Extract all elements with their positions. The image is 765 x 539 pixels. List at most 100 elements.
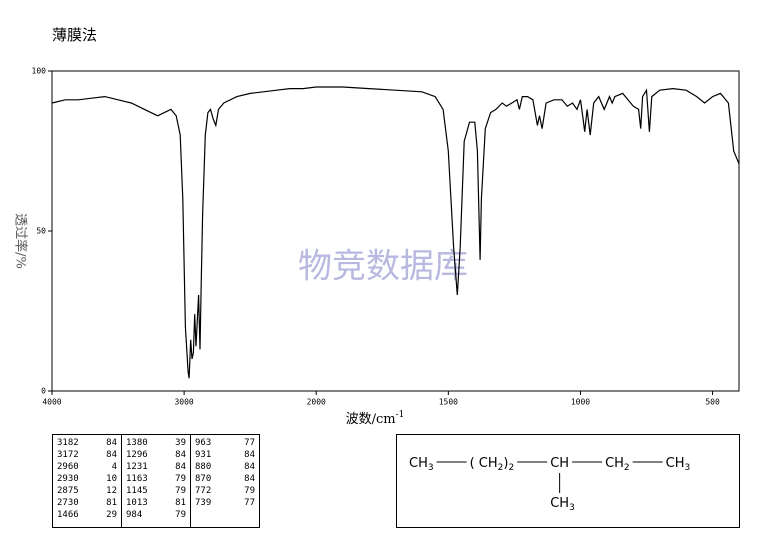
x-label-text: 波数/cm	[346, 412, 396, 427]
x-tick-label: 1000	[571, 398, 590, 407]
peak-table: 3182 84 3172 84 2960 4 2930 10 2875 12 2730 81 1466 2…	[52, 434, 260, 528]
formula-group: ( CH2)2	[470, 456, 515, 473]
transmittance: 84	[244, 474, 255, 484]
table-row: 1296 84	[126, 449, 186, 461]
table-column: 3182 84 3172 84 2960 4 2930 10 2875 12 2730 81 1466 2…	[53, 435, 121, 527]
formula-group: CH2	[605, 456, 630, 473]
watermark: 物竞数据库	[298, 247, 468, 287]
transmittance: 79	[244, 486, 255, 496]
table-column: 963 77 931 84 880 84 870 84 772 79 739 77	[190, 435, 259, 527]
table-row: 870 84	[195, 473, 255, 485]
wavenumber: 1163	[126, 474, 148, 484]
x-tick-label: 500	[705, 398, 720, 407]
table-row: 739 77	[195, 497, 255, 509]
table-row: 880 84	[195, 461, 255, 473]
x-label-sup: -1	[396, 410, 405, 420]
group-text: CH	[605, 456, 624, 471]
subscript: 3	[428, 463, 434, 473]
x-tick-label: 4000	[42, 398, 61, 407]
table-row: 1013 81	[126, 497, 186, 509]
table-row: 2875 12	[57, 485, 117, 497]
transmittance: 84	[106, 450, 117, 460]
y-axis-label: 透过率/%	[13, 213, 29, 269]
subscript: 3	[569, 503, 575, 513]
chart: 薄膜法 物竞数据库 透过率/% 波数/cm-1 4000 3000 2000 1500…	[13, 26, 740, 427]
transmittance: 84	[106, 438, 117, 448]
wavenumber: 1466	[57, 510, 79, 520]
plot-frame	[51, 70, 740, 392]
table-row: 772 79	[195, 485, 255, 497]
table-column: 1380 39 1296 84 1231 84 1163 79 1145 79 1013 81 984 7…	[121, 435, 190, 527]
wavenumber: 2730	[57, 498, 79, 508]
page-title: 薄膜法	[52, 26, 97, 44]
transmittance: 10	[106, 474, 117, 484]
wavenumber: 1380	[126, 438, 148, 448]
wavenumber: 2960	[57, 462, 79, 472]
transmittance: 81	[175, 498, 186, 508]
structure-box: CH3( CH2)2 CH CH3 CH2 CH3	[396, 434, 740, 528]
subscript: 3	[685, 463, 691, 473]
wavenumber: 3172	[57, 450, 79, 460]
wavenumber: 1296	[126, 450, 148, 460]
subscript: 2	[508, 463, 514, 473]
transmittance: 77	[244, 438, 255, 448]
transmittance: 12	[106, 486, 117, 496]
transmittance: 84	[244, 462, 255, 472]
transmittance: 84	[175, 462, 186, 472]
x-tick-label: 2000	[307, 398, 326, 407]
transmittance: 29	[106, 510, 117, 520]
transmittance: 4	[111, 462, 117, 472]
y-tick-label: 0	[41, 387, 46, 396]
transmittance: 77	[244, 498, 255, 508]
wavenumber: 870	[195, 474, 212, 484]
transmittance: 79	[175, 510, 186, 520]
table-row: 931 84	[195, 449, 255, 461]
subscript: 2	[624, 463, 630, 473]
group-text: )	[503, 456, 508, 471]
y-tick-label: 50	[36, 227, 46, 236]
table-row: 2960 4	[57, 461, 117, 473]
wavenumber: 931	[195, 450, 212, 460]
wavenumber: 2875	[57, 486, 79, 496]
table-row: 1231 84	[126, 461, 186, 473]
x-tick-label: 3000	[174, 398, 193, 407]
group-text: CH	[409, 456, 428, 471]
wavenumber: 963	[195, 438, 212, 448]
wavenumber: 1231	[126, 462, 148, 472]
formula-group: CH	[550, 456, 569, 471]
wavenumber: 1145	[126, 486, 148, 496]
table-row: 963 77	[195, 437, 255, 449]
formula-group: CH3	[550, 496, 575, 513]
wavenumber: 984	[126, 510, 143, 520]
table-row: 1380 39	[126, 437, 186, 449]
wavenumber: 772	[195, 486, 212, 496]
x-tick-label: 1500	[439, 398, 458, 407]
y-tick-label: 100	[32, 67, 47, 76]
group-text: CH	[550, 456, 569, 471]
transmittance: 84	[175, 450, 186, 460]
wavenumber: 739	[195, 498, 212, 508]
transmittance: 84	[244, 450, 255, 460]
table-row: 3172 84	[57, 449, 117, 461]
group-text: CH	[666, 456, 685, 471]
table-row: 1466 29	[57, 509, 117, 521]
transmittance: 81	[106, 498, 117, 508]
transmittance: 79	[175, 486, 186, 496]
wavenumber: 880	[195, 462, 212, 472]
x-axis-label: 波数/cm-1	[346, 410, 405, 427]
transmittance: 39	[175, 438, 186, 448]
table-row: 2730 81	[57, 497, 117, 509]
group-text: CH	[550, 496, 569, 511]
subscript: 2	[498, 463, 504, 473]
transmittance: 79	[175, 474, 186, 484]
wavenumber: 2930	[57, 474, 79, 484]
table-row: 2930 10	[57, 473, 117, 485]
wavenumber: 1013	[126, 498, 148, 508]
table-row: 3182 84	[57, 437, 117, 449]
formula-group: CH3	[666, 456, 691, 473]
spectrum-line	[51, 86, 740, 379]
table-row: 1145 79	[126, 485, 186, 497]
formula-group: CH3	[409, 456, 434, 473]
